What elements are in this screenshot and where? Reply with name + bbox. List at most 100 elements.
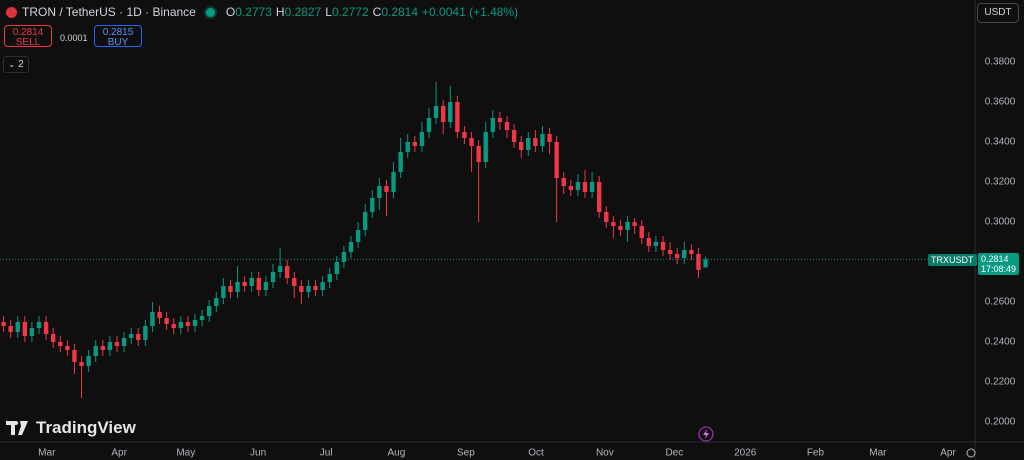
candle-body bbox=[604, 212, 609, 222]
candle-body bbox=[29, 328, 35, 336]
low-value: 0.2772 bbox=[331, 5, 369, 19]
candle-body bbox=[455, 102, 460, 132]
candle-body bbox=[199, 316, 205, 320]
candle-body bbox=[412, 142, 418, 146]
candle-body bbox=[362, 212, 368, 230]
x-tick-label: Jun bbox=[250, 448, 266, 459]
price-tag-value: 0.2814 bbox=[981, 254, 1009, 264]
x-tick-label: May bbox=[176, 448, 195, 459]
candle-body bbox=[547, 134, 552, 142]
candle-body bbox=[646, 238, 652, 246]
market-status[interactable] bbox=[205, 7, 215, 17]
candle-body bbox=[320, 282, 325, 290]
candle-body bbox=[8, 326, 13, 332]
candle-body bbox=[100, 346, 106, 350]
candle-body bbox=[327, 274, 332, 282]
candle-body bbox=[79, 362, 84, 366]
y-tick-label: 0.3400 bbox=[985, 137, 1016, 148]
y-tick-label: 0.3000 bbox=[985, 217, 1016, 228]
candle-body bbox=[263, 282, 269, 290]
candle-body bbox=[72, 350, 77, 362]
candle-body bbox=[341, 252, 347, 262]
candle-body bbox=[696, 254, 701, 270]
close-value: 0.2814 bbox=[381, 5, 419, 19]
candle-body bbox=[497, 118, 503, 122]
candle-body bbox=[178, 322, 184, 328]
x-tick-label: Mar bbox=[869, 448, 887, 459]
candle-body bbox=[398, 152, 403, 172]
candle-body bbox=[164, 318, 169, 324]
candle-body bbox=[405, 142, 410, 152]
candle-body bbox=[639, 226, 644, 238]
candle-body bbox=[1, 322, 6, 326]
candle-body bbox=[540, 134, 545, 146]
candle-body bbox=[334, 262, 340, 274]
x-tick-label: Apr bbox=[111, 448, 127, 459]
symbol-tag: TRXUSDT bbox=[928, 254, 977, 266]
candle-body bbox=[228, 286, 233, 292]
buy-button[interactable]: 0.2815 BUY bbox=[94, 25, 142, 48]
y-tick-label: 0.2600 bbox=[985, 297, 1016, 308]
y-tick-label: 0.3600 bbox=[985, 97, 1016, 108]
candle-body bbox=[206, 306, 212, 316]
candle-body bbox=[589, 182, 595, 192]
candle-body bbox=[128, 334, 134, 338]
candle-body bbox=[384, 186, 389, 192]
x-tick-label: Feb bbox=[807, 448, 825, 459]
y-tick-label: 0.3800 bbox=[985, 57, 1016, 68]
candle-body bbox=[185, 322, 191, 326]
candle-body bbox=[660, 242, 666, 250]
candle-body bbox=[476, 146, 481, 162]
symbol-logo bbox=[6, 6, 17, 18]
x-tick-label: Sep bbox=[457, 448, 475, 459]
sell-button[interactable]: 0.2814 SELL bbox=[4, 25, 52, 48]
candle-body bbox=[554, 142, 559, 178]
candle-body bbox=[462, 132, 467, 138]
candle-body bbox=[150, 312, 155, 326]
candle-body bbox=[426, 118, 432, 132]
candle-body bbox=[682, 250, 687, 258]
candle-body bbox=[157, 312, 162, 318]
candle-body bbox=[192, 320, 198, 326]
candle-body bbox=[469, 138, 474, 146]
candle-body bbox=[284, 266, 290, 278]
sell-price: 0.2814 bbox=[12, 27, 44, 38]
indicators-toggle[interactable]: ⌄ 2 bbox=[3, 56, 29, 73]
candle-body bbox=[611, 222, 616, 226]
candle-body bbox=[299, 286, 304, 292]
candle-body bbox=[313, 286, 318, 290]
candle-body bbox=[256, 278, 262, 290]
candle-body bbox=[419, 132, 425, 146]
candle-body bbox=[136, 334, 141, 340]
price-tag-countdown: 17:08:49 bbox=[981, 264, 1017, 274]
candle-body bbox=[703, 259, 708, 268]
brand-name: TradingView bbox=[36, 418, 136, 437]
brand-logo bbox=[6, 421, 28, 435]
candle-body bbox=[561, 178, 566, 186]
spread: 0.0001 bbox=[60, 33, 88, 43]
candle-body bbox=[511, 130, 517, 142]
candle-body bbox=[121, 338, 127, 346]
candle-body bbox=[22, 322, 28, 336]
indicator-count: 2 bbox=[18, 59, 24, 70]
currency-select[interactable]: USDT bbox=[977, 3, 1019, 23]
candle-body bbox=[86, 356, 91, 366]
candle-body bbox=[377, 186, 382, 198]
settings-icon[interactable] bbox=[966, 448, 976, 458]
candle-body bbox=[518, 142, 524, 150]
candle-body bbox=[36, 322, 42, 328]
candle-body bbox=[348, 242, 354, 252]
candle-body bbox=[674, 254, 680, 258]
candle-body bbox=[582, 182, 588, 192]
candle-body bbox=[625, 222, 630, 230]
candle-body bbox=[235, 282, 240, 292]
candle-body bbox=[292, 278, 297, 286]
symbol-title[interactable]: TRON / TetherUS · 1D · Binance bbox=[22, 5, 196, 19]
event-icon[interactable] bbox=[698, 426, 714, 442]
open-label: O bbox=[225, 5, 236, 19]
x-tick-label: Jul bbox=[320, 448, 333, 459]
chevron: ⌄ bbox=[8, 60, 16, 69]
candle-body bbox=[483, 132, 488, 162]
